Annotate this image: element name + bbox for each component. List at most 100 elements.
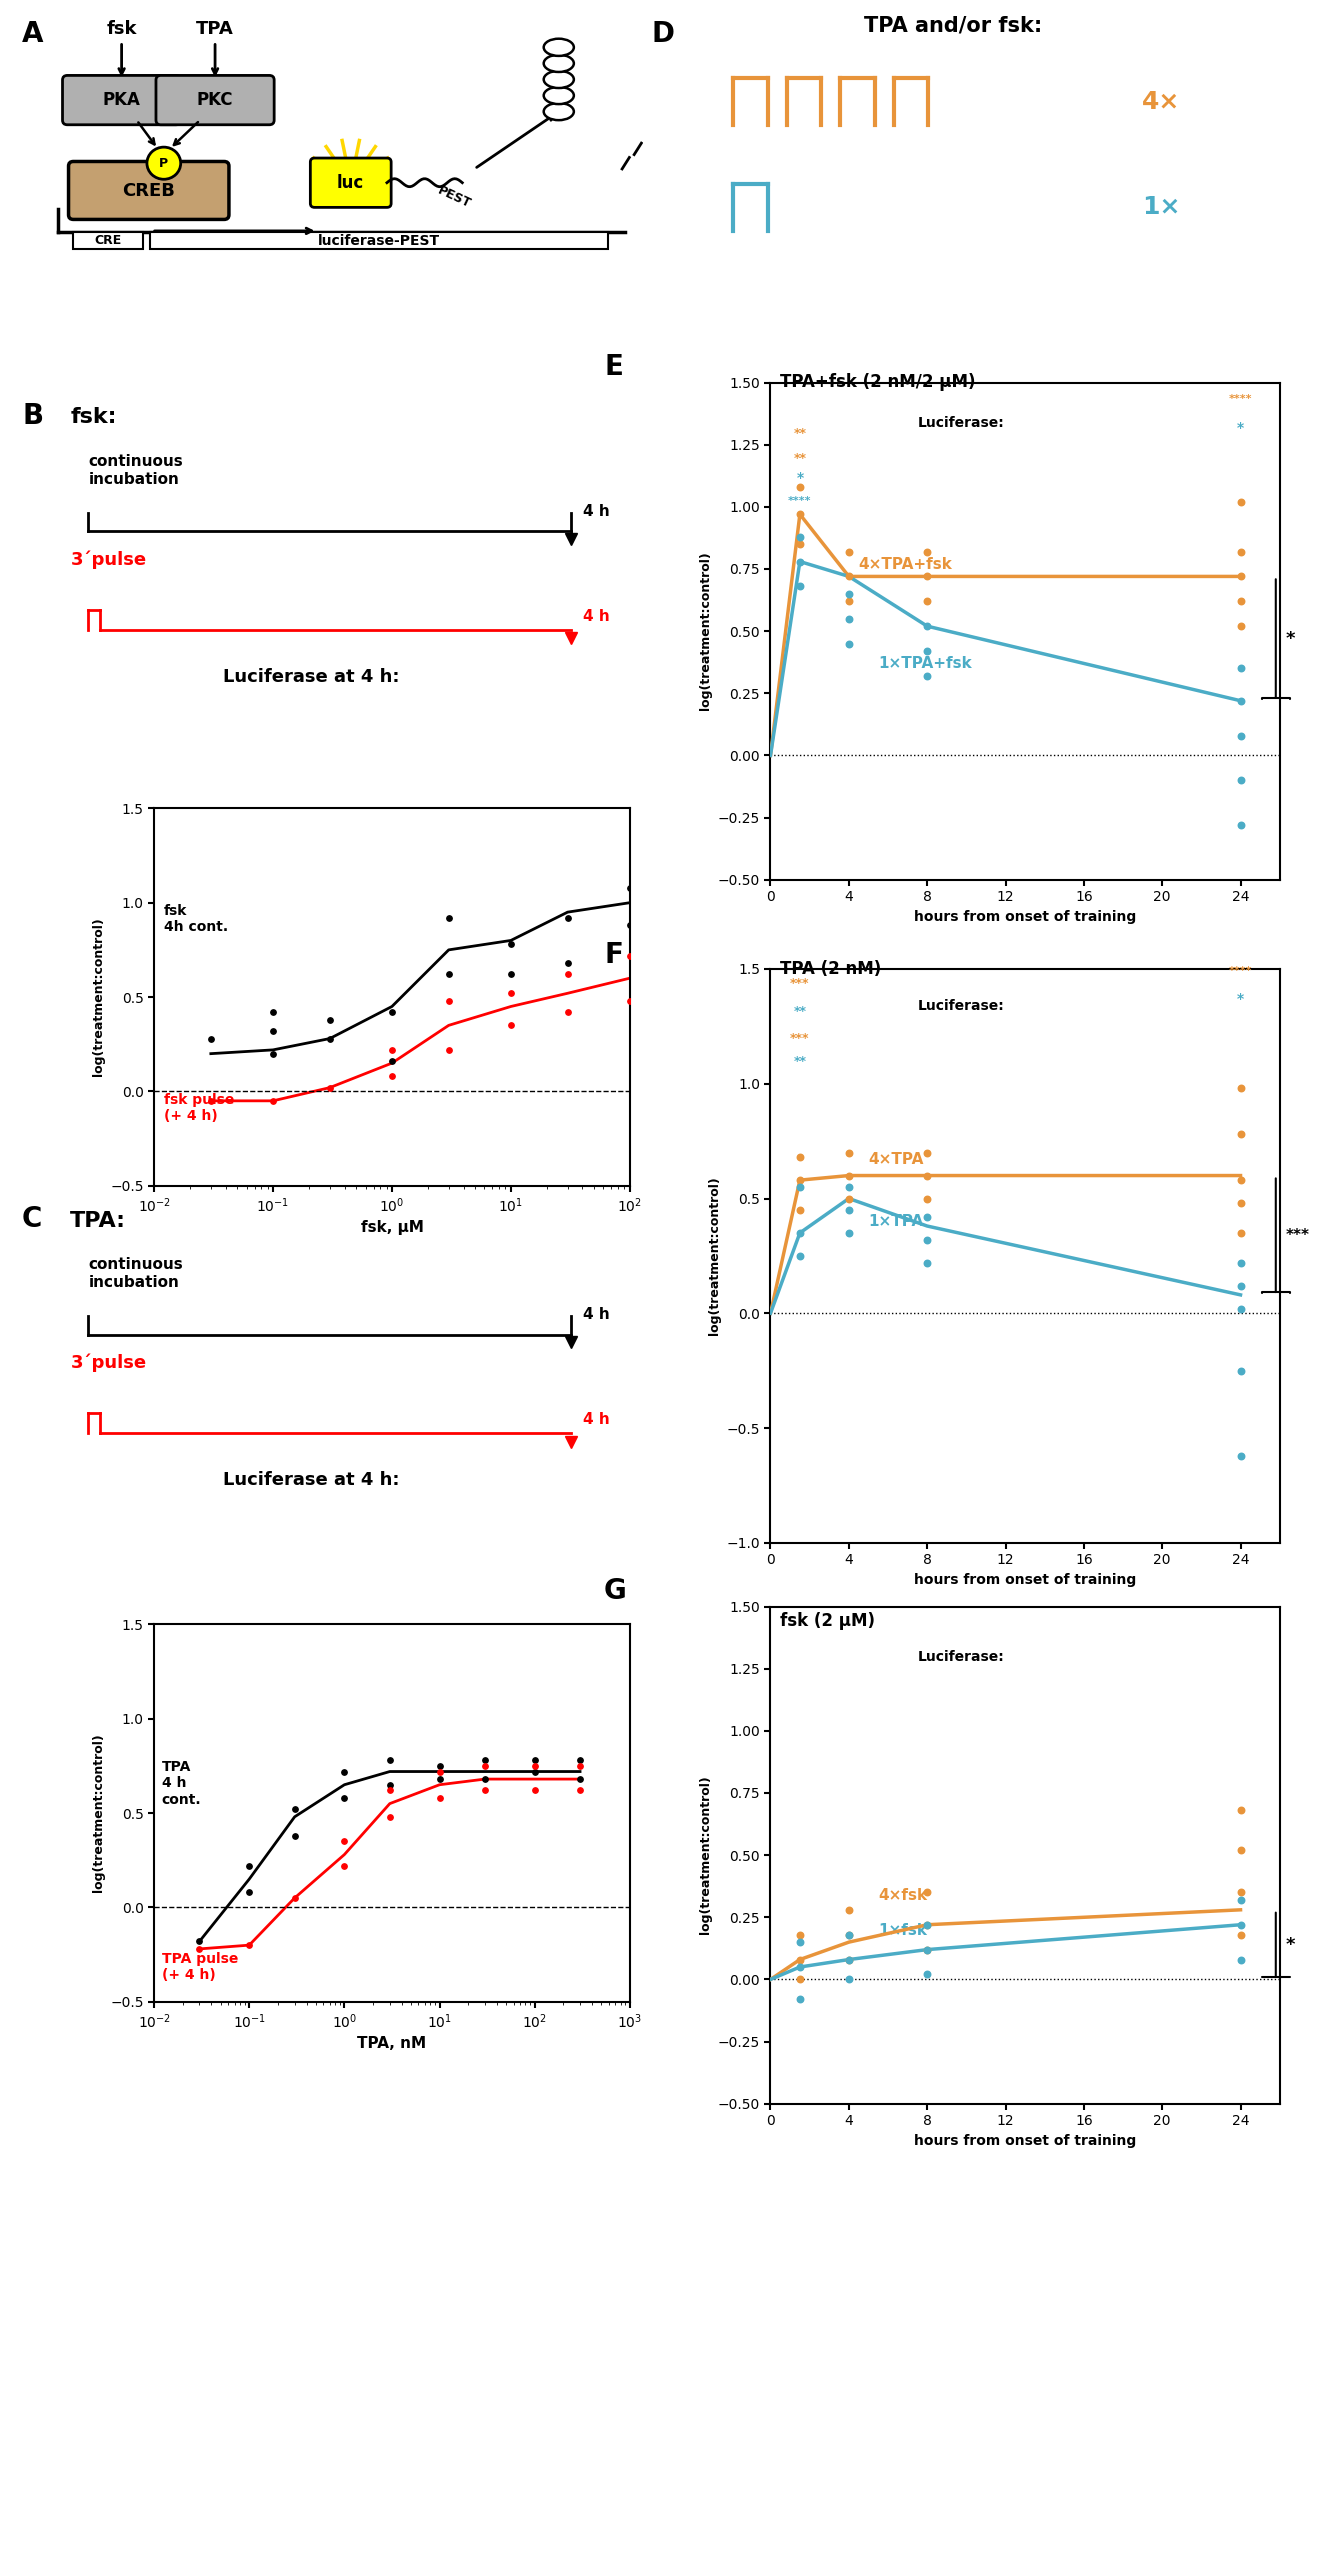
Y-axis label: log(treatment:control): log(treatment:control) [708,1176,721,1336]
Point [917,1930,938,1971]
Text: continuous
incubation: continuous incubation [88,1257,184,1290]
Point [429,1744,450,1785]
X-axis label: TPA, nM: TPA, nM [358,2037,426,2050]
Point [284,1816,306,1856]
Point [239,1872,260,1912]
Point [838,1188,859,1232]
Text: *: * [1237,421,1244,436]
Text: CRE: CRE [94,235,122,247]
Y-axis label: log(treatment:control): log(treatment:control) [91,918,105,1076]
Point [789,1938,811,1979]
Text: *: * [1285,1935,1294,1953]
Point [1230,581,1252,622]
Point [917,1155,938,1196]
Point [789,467,811,507]
Point [1230,1214,1252,1255]
Point [838,1915,859,1956]
Text: PKA: PKA [103,92,141,110]
Text: P: P [159,156,169,171]
Point [239,1846,260,1887]
Bar [150,232,608,250]
Point [500,1005,521,1046]
Point [789,1137,811,1178]
Text: 4 h: 4 h [583,609,610,625]
Text: fsk (2 μM): fsk (2 μM) [780,1612,875,1629]
Text: 4×TPA+fsk: 4×TPA+fsk [859,556,953,571]
Point [429,1777,450,1818]
Point [189,1928,210,1969]
X-axis label: fsk, μM: fsk, μM [360,1221,423,1234]
Point [789,1237,811,1278]
Point [917,1132,938,1173]
Point [838,574,859,615]
Point [379,1770,401,1810]
Point [284,1877,306,1918]
Point [474,1759,496,1800]
Text: luciferase-PEST: luciferase-PEST [318,235,440,247]
Point [500,954,521,995]
Point [429,1759,450,1800]
Text: TPA
4 h
cont.: TPA 4 h cont. [162,1759,201,1805]
Point [200,1017,221,1058]
Text: D: D [651,20,674,48]
Point [319,1000,340,1040]
Point [334,1777,355,1818]
Point [524,1770,545,1810]
Text: *: * [1285,630,1294,648]
FancyBboxPatch shape [311,158,391,207]
Point [917,655,938,696]
Point [1230,1915,1252,1956]
Point [789,1160,811,1201]
Text: **: ** [793,1056,807,1068]
Point [381,992,402,1033]
Point [557,898,579,938]
Bar [74,232,142,250]
Point [1230,648,1252,689]
Point [619,979,641,1020]
Point [1230,1183,1252,1224]
Point [838,581,859,622]
Point [570,1744,591,1785]
Point [789,541,811,581]
Point [838,1178,859,1219]
Point [917,1178,938,1219]
Point [474,1739,496,1780]
Text: 3´pulse: 3´pulse [70,1354,146,1372]
Text: ****: **** [788,497,812,507]
Point [381,1030,402,1071]
Text: ***: *** [791,1033,809,1045]
Point [381,1056,402,1096]
Text: ****: **** [1229,395,1253,405]
Text: B: B [21,403,43,431]
Point [917,1905,938,1946]
Ellipse shape [544,87,574,105]
Text: 4 h: 4 h [583,1308,610,1321]
Text: ***: *** [791,977,809,989]
Text: Luciferase:: Luciferase: [918,416,1004,431]
Point [239,1925,260,1966]
Text: C: C [21,1206,43,1234]
Point [917,1953,938,1994]
Point [917,1196,938,1237]
Text: *: * [796,472,804,484]
Text: **: ** [793,451,807,464]
Point [200,1081,221,1122]
Point [789,1979,811,2020]
Text: Luciferase:: Luciferase: [918,1000,1004,1012]
Text: TPA and/or fsk:: TPA and/or fsk: [864,15,1043,36]
Point [438,979,460,1020]
Point [838,622,859,663]
Text: 1×TPA+fsk: 1×TPA+fsk [878,655,972,671]
Point [917,1242,938,1283]
Point [789,1915,811,1956]
Point [1230,482,1252,523]
Point [438,898,460,938]
Point [524,1744,545,1785]
Text: TPA+fsk (2 nM/2 μM): TPA+fsk (2 nM/2 μM) [780,372,976,393]
Point [1230,1352,1252,1392]
Point [429,1752,450,1793]
Y-axis label: log(treatment:control): log(treatment:control) [699,1775,713,1935]
Point [838,1938,859,1979]
Point [379,1795,401,1836]
X-axis label: hours from onset of training: hours from onset of training [914,910,1136,923]
